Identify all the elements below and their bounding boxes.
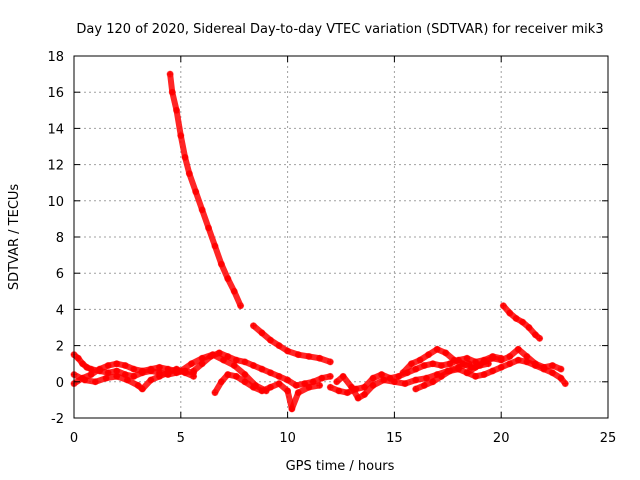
x-tick-label: 15 — [386, 431, 403, 446]
y-tick-label: 8 — [56, 231, 64, 246]
marker-band — [182, 369, 197, 380]
series-arc-4 — [166, 70, 245, 310]
y-tick-label: 12 — [47, 159, 64, 174]
marker-band — [192, 188, 206, 213]
series-arc-11 — [399, 345, 492, 377]
marker-band — [169, 89, 180, 114]
y-tick-label: 0 — [56, 376, 64, 391]
series-arc-5 — [249, 322, 334, 366]
x-tick-label: 25 — [600, 431, 617, 446]
x-axis-label: GPS time / hours — [286, 459, 395, 474]
marker-band — [205, 224, 218, 250]
series-arc-8 — [177, 351, 270, 395]
axis-ticks — [73, 55, 609, 419]
marker-band — [167, 71, 176, 96]
marker-band — [532, 331, 543, 342]
marker-band — [173, 107, 184, 139]
tick-labels: 0 5 10 15 20 25 -2 0 2 4 6 8 10 12 14 16 18 — [47, 50, 616, 446]
x-tick-label: 0 — [70, 431, 78, 446]
marker-band — [177, 132, 189, 161]
marker-band — [305, 382, 323, 391]
marker-band — [558, 375, 569, 387]
x-tick-label: 5 — [177, 431, 185, 446]
chart-title: Day 120 of 2020, Sidereal Day-to-day VTE… — [76, 22, 603, 37]
data-points — [70, 70, 569, 413]
y-tick-label: 4 — [56, 303, 64, 318]
marker-band — [549, 362, 565, 373]
marker-band — [199, 206, 212, 231]
marker-band — [318, 373, 334, 382]
y-tick-label: 6 — [56, 267, 64, 282]
series-arc-6 — [190, 349, 334, 389]
y-tick-label: 16 — [47, 86, 64, 101]
y-axis-label: SDTVAR / TECUs — [7, 184, 22, 291]
x-tick-label: 20 — [493, 431, 510, 446]
y-tick-label: 14 — [47, 122, 64, 137]
y-tick-label: 18 — [47, 50, 64, 65]
marker-band — [186, 170, 199, 195]
marker-band — [211, 243, 225, 268]
marker-band — [316, 355, 334, 365]
y-tick-label: -2 — [51, 412, 64, 427]
marker-band — [252, 382, 270, 394]
y-tick-label: 10 — [47, 195, 64, 210]
x-tick-label: 10 — [279, 431, 296, 446]
series-arc-14 — [499, 302, 544, 342]
series-arc-13 — [463, 356, 569, 388]
y-tick-label: 2 — [56, 340, 64, 355]
marker-band — [231, 288, 244, 309]
